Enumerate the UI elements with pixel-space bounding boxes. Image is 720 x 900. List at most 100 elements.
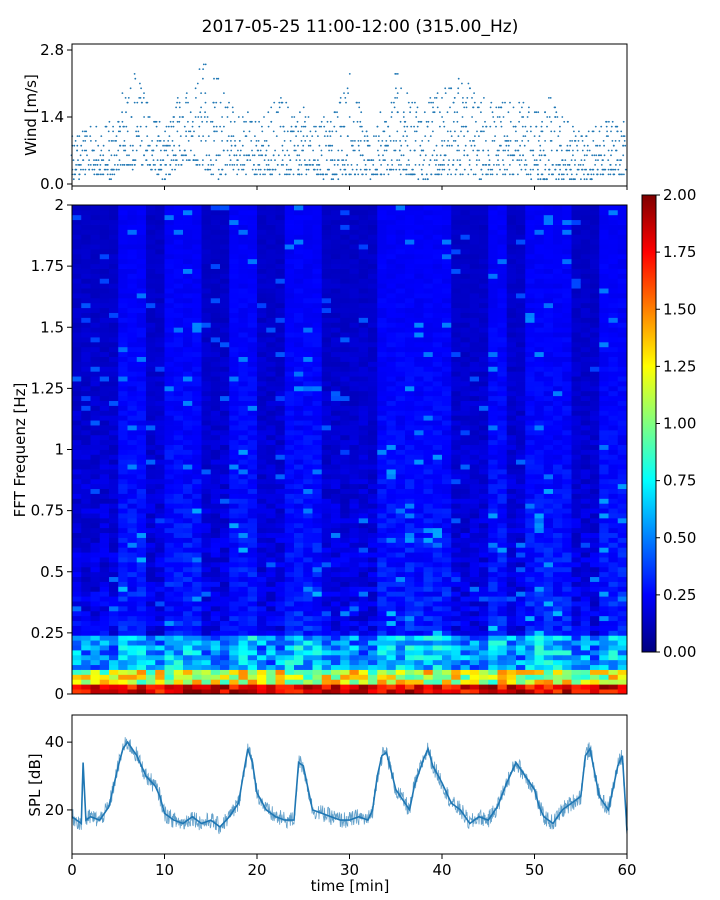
spectrogram-cell	[99, 679, 110, 685]
spectrogram-cell	[275, 522, 286, 529]
spectrogram-cell	[340, 488, 350, 494]
wind-point	[357, 144, 360, 147]
spectrogram-cell	[155, 341, 165, 348]
wind-point	[570, 159, 573, 162]
spectrogram-cell	[210, 219, 221, 225]
spectrogram-cell	[72, 244, 82, 250]
wind-point	[128, 154, 130, 157]
spectrogram-cell	[349, 381, 360, 387]
wind-point	[450, 173, 452, 176]
wind-point	[539, 149, 542, 152]
spectrogram-cell	[284, 645, 295, 651]
spectrogram-cell	[90, 332, 101, 338]
spectrogram-cell	[266, 385, 276, 392]
wind-point	[353, 173, 356, 176]
wind-point	[396, 159, 398, 162]
spectrogram-cell	[229, 351, 239, 357]
wind-point	[265, 149, 268, 152]
wind-point	[155, 120, 158, 123]
spectrogram-cell	[266, 547, 276, 553]
spectrogram-cell	[146, 268, 156, 274]
spectrogram-cell	[155, 664, 165, 670]
spectrogram-cell	[99, 454, 110, 460]
spectrogram-cell	[349, 449, 360, 455]
wind-point	[185, 130, 188, 133]
spectrogram-cell	[164, 669, 175, 675]
spectrogram-cell	[155, 625, 165, 631]
spectrogram-cell	[90, 615, 101, 622]
spectrogram-cell	[109, 288, 119, 294]
spectrogram-cell	[294, 371, 304, 377]
spectrogram-cell	[238, 654, 249, 661]
spectrogram-cell	[201, 547, 212, 553]
spectrogram-cell	[266, 669, 276, 675]
wind-point	[433, 159, 436, 162]
spectrogram-cell	[127, 297, 138, 304]
spectrogram-cell	[238, 542, 249, 548]
spectrogram-cell	[229, 371, 239, 377]
wind-point	[335, 173, 337, 176]
spectrogram-cell	[257, 307, 267, 313]
spectrogram-cell	[377, 596, 387, 602]
spectrogram-cell	[127, 244, 138, 250]
spectrogram-cell	[146, 630, 156, 636]
spectrogram-cell	[340, 610, 350, 617]
spectrogram-cell	[284, 253, 295, 260]
wind-point	[356, 120, 359, 123]
spectrogram-cell	[358, 332, 369, 338]
spectrogram-cell	[118, 620, 128, 626]
spectrogram-cell	[303, 297, 313, 304]
wind-point	[333, 159, 336, 162]
wind-point	[176, 130, 179, 133]
spectrogram-cell	[257, 478, 267, 485]
spectrogram-cell	[303, 332, 313, 338]
wind-point	[605, 120, 608, 123]
spectrogram-cell	[72, 566, 82, 573]
spectrogram-cell	[146, 356, 156, 362]
spectrogram-cell	[275, 361, 286, 367]
spectrogram-cell	[146, 415, 156, 421]
wind-point	[322, 178, 325, 181]
spectrogram-cell	[127, 322, 138, 328]
wind-point	[232, 135, 235, 138]
wind-point	[476, 130, 478, 133]
wind-point	[313, 168, 316, 171]
wind-point	[507, 149, 510, 152]
spectrogram-cell	[266, 498, 276, 504]
spectrogram-cell	[192, 469, 202, 475]
spectrogram-cell	[368, 679, 378, 685]
spectrogram-cell	[81, 385, 91, 392]
spectrogram-cell	[303, 454, 313, 460]
wind-point	[574, 164, 576, 166]
wind-point	[446, 173, 449, 176]
spectrogram-cell	[358, 532, 369, 538]
spectrogram-cell	[349, 366, 360, 372]
spectrogram-cell	[349, 312, 360, 318]
wind-point	[274, 168, 277, 171]
spectrogram-cell	[368, 517, 378, 524]
spectrogram-cell	[368, 532, 378, 538]
wind-point	[435, 164, 437, 166]
spectrogram-cell	[257, 439, 267, 446]
spectrogram-cell	[257, 615, 267, 622]
spectrogram-cell	[72, 390, 82, 397]
spectrogram-cell	[303, 581, 313, 587]
spectrogram-cell	[127, 498, 138, 504]
wind-point	[427, 140, 430, 142]
spectrogram-cell	[109, 630, 119, 636]
spectrogram-cell	[127, 302, 138, 309]
wind-point	[582, 164, 585, 166]
spectrogram-cell	[81, 293, 91, 299]
wind-point	[382, 159, 385, 162]
wind-point	[282, 125, 285, 128]
spectrogram-cell	[238, 571, 249, 578]
spectrogram-cell	[275, 381, 286, 387]
wind-point	[93, 159, 95, 162]
spectrogram-cell	[220, 214, 230, 221]
spectrogram-cell	[275, 679, 286, 685]
wind-point	[494, 135, 496, 138]
wind-point	[216, 130, 218, 133]
spectrogram-cell	[368, 327, 378, 333]
spectrogram-cell	[81, 317, 91, 323]
wind-point	[297, 173, 299, 176]
